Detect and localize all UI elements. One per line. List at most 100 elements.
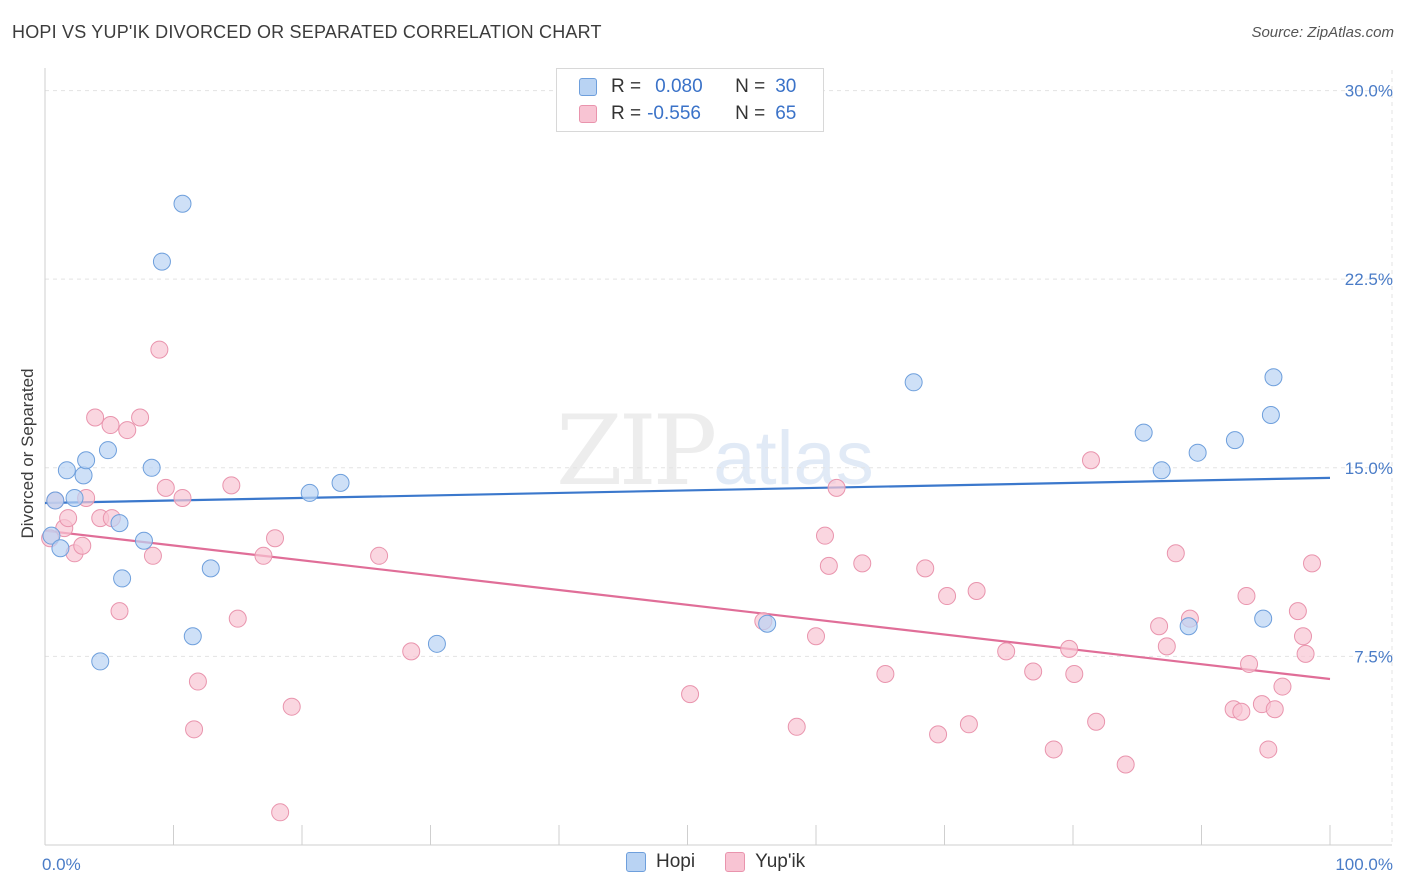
hopi-point	[1225, 431, 1244, 450]
hopi-point	[113, 569, 132, 588]
hopi-point	[1261, 405, 1280, 424]
hopi-r-label: R =	[611, 76, 642, 97]
yupik-point	[1296, 644, 1315, 663]
yupik-point	[827, 478, 846, 497]
yupik-point	[1294, 627, 1313, 646]
hopi-point	[134, 531, 153, 550]
x-tick-label: 100.0%	[1335, 855, 1393, 874]
hopi-point	[142, 458, 161, 477]
yupik-r-value: -0.556	[647, 103, 701, 124]
yupik-point	[1060, 639, 1079, 658]
hopi-point	[1188, 443, 1207, 462]
yupik-point	[916, 559, 935, 578]
yupik-swatch	[579, 105, 597, 123]
hopi-swatch	[579, 78, 597, 96]
yupik-point	[222, 476, 241, 495]
yupik-point	[150, 340, 169, 359]
hopi-point	[904, 373, 923, 392]
yupik-point	[815, 526, 834, 545]
hopi-point	[74, 466, 93, 485]
yupik-point	[807, 627, 825, 646]
yupik-point	[876, 664, 895, 683]
yupik-point	[1303, 554, 1322, 573]
watermark: ZIPatlas	[556, 395, 874, 507]
hopi-point	[1264, 368, 1283, 387]
yupik-point	[118, 421, 137, 440]
yupik-point	[681, 685, 700, 704]
yupik-r-label: R =	[611, 103, 642, 124]
yupik-point	[370, 546, 389, 565]
hopi-point	[1152, 461, 1171, 480]
hopi-point	[51, 539, 70, 558]
yupik-point	[266, 529, 285, 548]
hopi-point	[758, 614, 777, 633]
hopi-point	[1179, 617, 1198, 636]
yupik-point	[1044, 740, 1063, 759]
yupik-point	[1116, 755, 1135, 774]
axis-labels: 7.5% 15.0% 22.5% 30.0% 0.0% 100.0% Divorced or…	[18, 82, 1393, 874]
yupik-point	[1065, 664, 1084, 683]
yupik-point	[967, 582, 986, 601]
watermark-zip: ZIP	[556, 395, 717, 507]
hopi-point	[183, 627, 202, 646]
yupik-point	[938, 587, 957, 606]
yupik-point	[1259, 740, 1278, 759]
hopi-point	[46, 491, 65, 510]
yupik-point	[1081, 451, 1100, 470]
yupik-point	[188, 672, 207, 691]
yupik-point	[86, 408, 105, 427]
hopi-r-value: 0.080	[655, 76, 703, 97]
yupik-point	[819, 556, 838, 575]
yupik-point	[1273, 677, 1292, 696]
yupik-point	[185, 720, 204, 739]
yupik-point	[143, 546, 162, 565]
yupik-point	[101, 416, 120, 435]
y-tick-label: 30.0%	[1345, 82, 1393, 101]
yupik-point	[959, 715, 978, 734]
yupik-point	[1237, 587, 1256, 606]
legend-row-hopi: R = 0.080 N = 30	[579, 74, 796, 100]
chart-title: HOPI VS YUP'IK DIVORCED OR SEPARATED COR…	[12, 22, 602, 42]
yupik-point	[1232, 702, 1251, 721]
hopi-point	[110, 514, 129, 533]
hopi-point	[300, 483, 319, 502]
hopi-legend-label: Hopi	[656, 851, 696, 872]
grid-lines	[45, 70, 1393, 845]
yupik-point	[131, 408, 150, 427]
yupik-point	[59, 509, 78, 528]
legend-row-yupik: R = -0.556 N = 65	[579, 101, 796, 127]
yupik-point	[1265, 700, 1284, 719]
yupik-n-label: N =	[735, 103, 766, 124]
yupik-point	[997, 642, 1016, 661]
hopi-n-label: N =	[735, 76, 766, 97]
series-legend: Hopi Yup'ik	[626, 851, 835, 873]
legend-item-hopi[interactable]: Hopi	[626, 851, 695, 873]
hopi-point	[331, 473, 350, 492]
y-axis-label: Divorced or Separated	[18, 368, 37, 538]
yupik-point	[1150, 617, 1169, 636]
x-tick-label: 0.0%	[42, 855, 81, 874]
yupik-point	[73, 536, 92, 555]
data-points	[41, 194, 1322, 822]
yupik-point	[156, 478, 175, 497]
hopi-n-value: 30	[775, 76, 797, 97]
hopi-point	[77, 451, 96, 470]
legend-item-yupik[interactable]: Yup'ik	[725, 851, 805, 873]
yupik-point	[853, 554, 872, 573]
yupik-point	[271, 803, 290, 822]
hopi-point	[1134, 423, 1153, 442]
yupik-point	[254, 546, 273, 565]
yupik-point	[1240, 654, 1259, 673]
y-tick-label: 15.0%	[1345, 459, 1393, 478]
hopi-point	[57, 461, 76, 480]
y-tick-label: 7.5%	[1354, 647, 1393, 666]
yupik-point	[787, 717, 806, 736]
hopi-point	[427, 634, 446, 653]
hopi-point	[201, 559, 220, 578]
hopi-point	[42, 526, 61, 545]
hopi-point	[65, 488, 84, 507]
y-tick-label: 22.5%	[1345, 270, 1393, 289]
yupik-point	[282, 697, 301, 716]
stats-legend: R = 0.080 N = 30 R = -0.556 N = 65	[556, 68, 824, 132]
yupik-point	[1166, 544, 1185, 563]
